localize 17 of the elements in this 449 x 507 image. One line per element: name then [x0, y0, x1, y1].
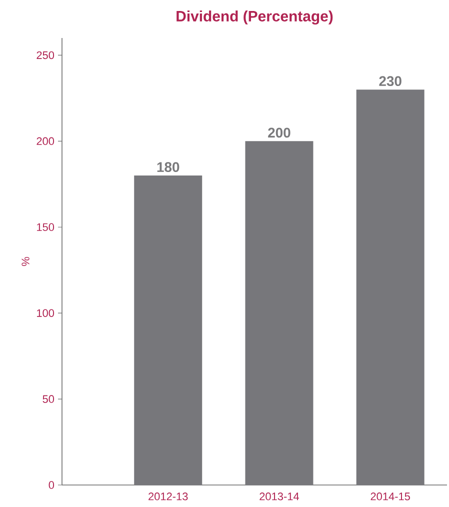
y-tick-label: 50	[42, 395, 54, 403]
bar	[245, 141, 314, 485]
x-tick-label: 2014-15	[370, 492, 410, 500]
bar	[356, 90, 424, 485]
y-tick-label: 250	[36, 51, 54, 60]
bar	[134, 176, 202, 485]
x-tick-label: 2012-13	[148, 492, 188, 500]
x-tick-label: 2013-14	[260, 492, 299, 500]
data-label: 180	[157, 162, 180, 172]
y-tick-label: 100	[37, 309, 54, 317]
data-label: 230	[379, 76, 402, 86]
y-tick-label: 150	[37, 223, 54, 231]
y-tick-label: 0	[48, 481, 54, 489]
chart-title: Dividend (Percentage)	[176, 10, 333, 24]
data-label: 200	[268, 128, 290, 138]
y-tick-label: 200	[36, 137, 54, 146]
y-axis-title: %	[22, 257, 30, 266]
